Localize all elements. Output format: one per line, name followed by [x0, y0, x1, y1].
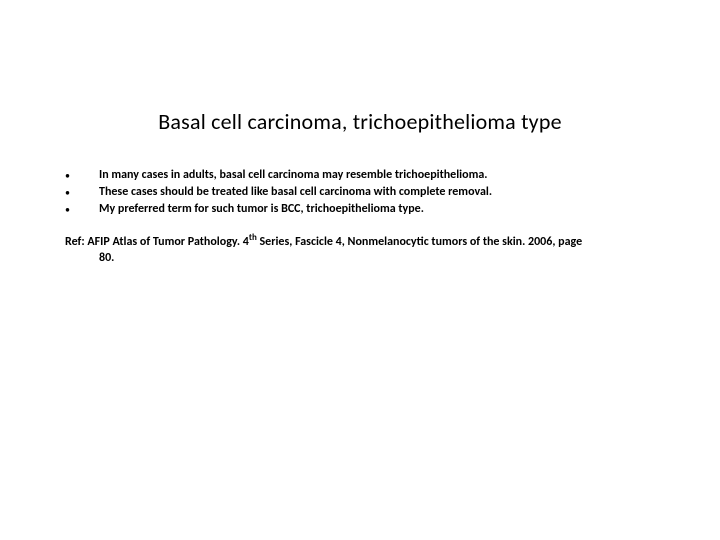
- reference-line1b: Series, Fascicle 4, Nonmelanocytic tumor…: [257, 235, 582, 249]
- reference-text: AFIP Atlas of Tumor Pathology. 4th Serie…: [87, 235, 582, 249]
- bullet-icon: •: [65, 184, 99, 200]
- reference-line2: 80.: [65, 250, 680, 266]
- slide-title: Basal cell carcinoma, trichoepithelioma …: [0, 108, 720, 135]
- list-item: • In many cases in adults, basal cell ca…: [65, 167, 680, 183]
- bullet-icon: •: [65, 167, 99, 183]
- bullet-icon: •: [65, 201, 99, 217]
- bullet-text: These cases should be treated like basal…: [99, 184, 492, 200]
- reference-line1a: AFIP Atlas of Tumor Pathology. 4: [87, 235, 248, 249]
- bullet-list: • In many cases in adults, basal cell ca…: [65, 167, 680, 219]
- reference: Ref: AFIP Atlas of Tumor Pathology. 4th …: [65, 234, 680, 266]
- slide: Basal cell carcinoma, trichoepithelioma …: [0, 0, 720, 540]
- reference-superscript: th: [249, 232, 257, 243]
- list-item: • These cases should be treated like bas…: [65, 184, 680, 200]
- bullet-text: In many cases in adults, basal cell carc…: [99, 167, 487, 183]
- reference-label: Ref:: [65, 235, 85, 249]
- list-item: • My preferred term for such tumor is BC…: [65, 201, 680, 217]
- bullet-text: My preferred term for such tumor is BCC,…: [99, 201, 424, 217]
